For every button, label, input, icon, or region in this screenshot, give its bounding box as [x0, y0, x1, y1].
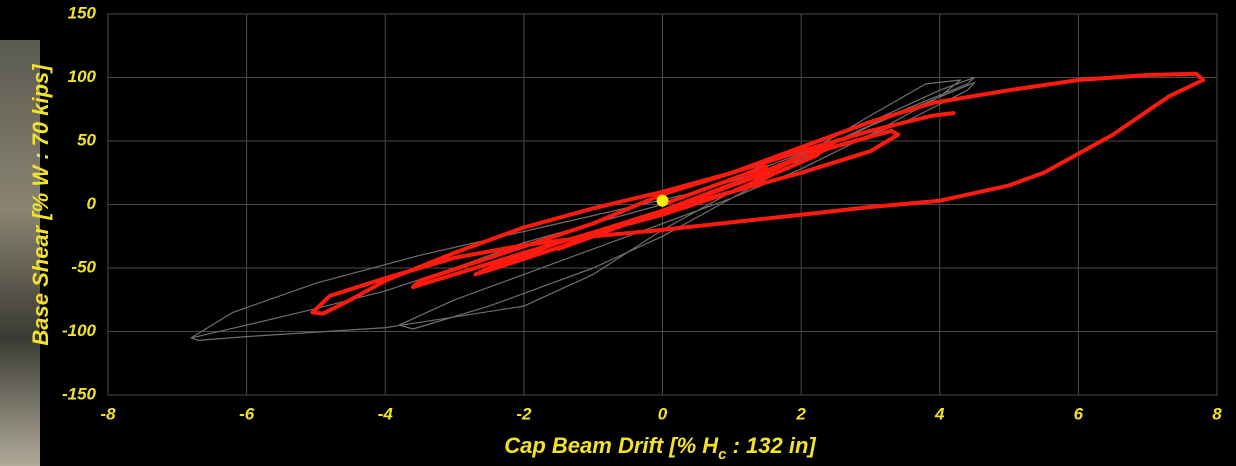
x-tick-label: 0 — [658, 404, 668, 423]
x-tick-label: 4 — [934, 404, 945, 423]
x-tick-label: 6 — [1074, 404, 1084, 423]
y-tick-label: -50 — [71, 257, 96, 276]
x-label-part: : 132 in] — [727, 433, 817, 458]
x-tick-label: -8 — [100, 404, 116, 423]
y-tick-label: 100 — [68, 67, 97, 86]
marks — [190, 71, 1206, 341]
y-axis-label: Base Shear [% W : 70 kips] — [28, 64, 53, 346]
x-tick-label: 2 — [795, 404, 806, 423]
y-tick-label: 0 — [87, 194, 97, 213]
y-tick-label: -100 — [62, 321, 97, 340]
x-tick-label: 8 — [1212, 404, 1222, 423]
x-label-part: c — [718, 446, 727, 463]
x-axis-label: Cap Beam Drift [% Hc : 132 in] — [504, 433, 816, 463]
x-tick-label: -2 — [516, 404, 532, 423]
photo-strip — [0, 40, 40, 466]
y-tick-label: -150 — [62, 384, 97, 403]
current-point — [656, 194, 669, 207]
hysteresis-curve — [310, 71, 1206, 316]
x-tick-label: -4 — [378, 404, 394, 423]
x-label-part: Cap Beam Drift [% H — [504, 433, 719, 458]
x-tick-label: -6 — [239, 404, 255, 423]
y-tick-label: 50 — [77, 130, 96, 149]
grid — [107, 13, 1218, 396]
y-tick-label: 150 — [68, 3, 97, 22]
